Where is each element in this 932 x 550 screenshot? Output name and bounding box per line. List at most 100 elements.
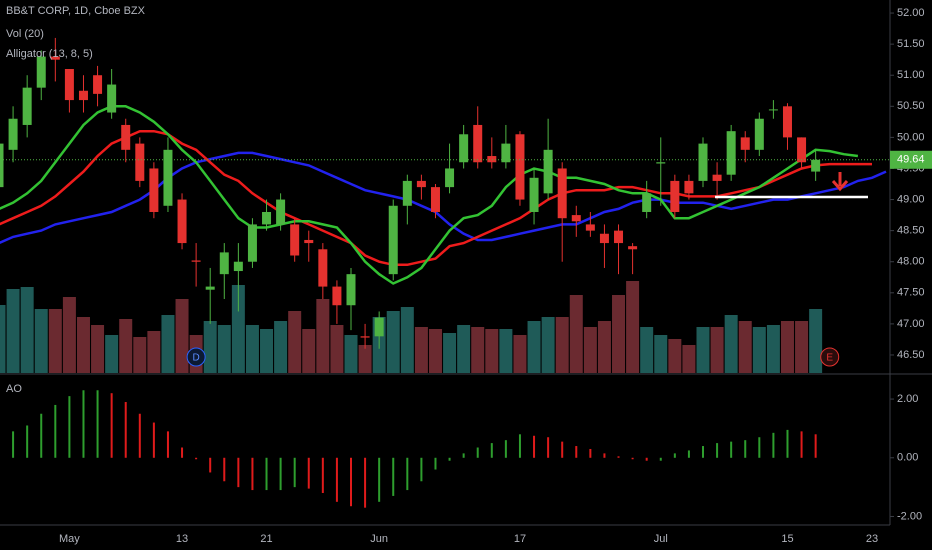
ao-bar (364, 457, 367, 508)
candle-body (571, 215, 581, 222)
indicator-line (0, 151, 887, 245)
ao-bar (476, 447, 479, 458)
volume-bar (682, 345, 696, 373)
candle-body (501, 143, 511, 163)
indicator-legend: Alligator (13, 8, 5) (6, 48, 93, 60)
volume-bar (527, 321, 541, 373)
candle-body (712, 174, 722, 181)
ao-bar (448, 457, 451, 461)
ao-bar (462, 453, 465, 458)
last-price-box (890, 150, 932, 169)
candle-body (346, 274, 356, 306)
volume-bar (555, 317, 569, 373)
volume-bar (752, 327, 766, 373)
ao-bar (138, 413, 141, 458)
volume-bar (20, 287, 34, 373)
ao-bar (716, 443, 719, 458)
ao-bar (730, 441, 733, 458)
candle-body (191, 260, 201, 262)
candle-body (740, 137, 750, 150)
x-tick-label: 13 (176, 533, 188, 545)
volume-bar (6, 289, 20, 373)
volume-bar (161, 315, 175, 373)
volume-bar (626, 281, 640, 373)
candle-body (276, 199, 286, 225)
candle-body (262, 211, 272, 225)
candle-body (374, 317, 384, 337)
ao-bar (350, 457, 352, 507)
ao-bar (504, 440, 507, 458)
ao-bar (547, 437, 550, 458)
candle-body (754, 118, 764, 150)
volume-bar (738, 321, 752, 373)
candle-body (585, 224, 595, 231)
ao-bar (673, 453, 676, 458)
ao-bar (96, 390, 99, 458)
volume-bar (91, 325, 105, 373)
candle-body (656, 162, 666, 164)
ao-bar (82, 390, 85, 458)
ao-bar (152, 422, 155, 458)
ao-bar (659, 457, 662, 461)
volume-bar (428, 329, 442, 373)
ao-bar (293, 457, 296, 488)
volume-bar (147, 331, 161, 373)
volume-bar (302, 329, 316, 373)
volume-bar (48, 309, 62, 373)
volume-bar (260, 329, 274, 373)
event-marker (820, 347, 840, 367)
candle-body (8, 118, 18, 150)
ao-bar (54, 404, 57, 458)
ao-bar (772, 432, 775, 458)
volume-bar (414, 327, 428, 373)
candle-body (177, 199, 187, 244)
volume-bar (696, 327, 710, 373)
candle-body (670, 180, 680, 212)
volume-bar (133, 337, 147, 373)
y-tick-label: 46.50 (897, 349, 925, 361)
event-label: E (826, 353, 833, 364)
volume-bar (288, 311, 302, 373)
candle-body (628, 246, 638, 250)
y-tick-label: 51.00 (897, 69, 925, 81)
event-marker (186, 347, 206, 367)
candle-body (698, 143, 708, 181)
volume-bar (485, 329, 499, 373)
volume-bar (62, 297, 76, 373)
volume-bar (76, 317, 90, 373)
candle-body (430, 187, 440, 212)
ao-bar (40, 413, 43, 458)
volume-bar (400, 307, 414, 373)
ao-bar (561, 441, 564, 458)
ao-bar (392, 457, 395, 496)
y-tick-label: 49.00 (897, 193, 925, 205)
candle-body (233, 261, 243, 272)
ao-bar (307, 457, 310, 489)
volume-bar (668, 339, 682, 373)
y-tick-label: 52.00 (897, 7, 925, 19)
volume-bar (443, 333, 457, 373)
candle-body (36, 56, 46, 88)
candle-body (135, 143, 145, 181)
candle-body (402, 180, 412, 206)
volume-bar (274, 321, 288, 373)
ao-bar (434, 457, 437, 470)
ao-bar (420, 457, 423, 482)
volume-bar (471, 327, 485, 373)
ao-bar (814, 434, 817, 458)
y-tick-label: -2.00 (897, 510, 922, 522)
y-tick-label: 51.50 (897, 38, 925, 50)
candle-body (205, 286, 215, 290)
ao-bar (166, 431, 169, 458)
ao-bar (518, 434, 521, 458)
ao-bar (645, 457, 648, 461)
plot (0, 37, 890, 373)
volume-bar (245, 325, 259, 373)
candle-body (107, 84, 117, 113)
candle-body (149, 168, 159, 212)
candle-body (290, 224, 300, 256)
ao-bar (406, 457, 409, 491)
candle-body (388, 205, 398, 275)
volume-bar (766, 325, 780, 373)
ao-bar (110, 393, 113, 458)
